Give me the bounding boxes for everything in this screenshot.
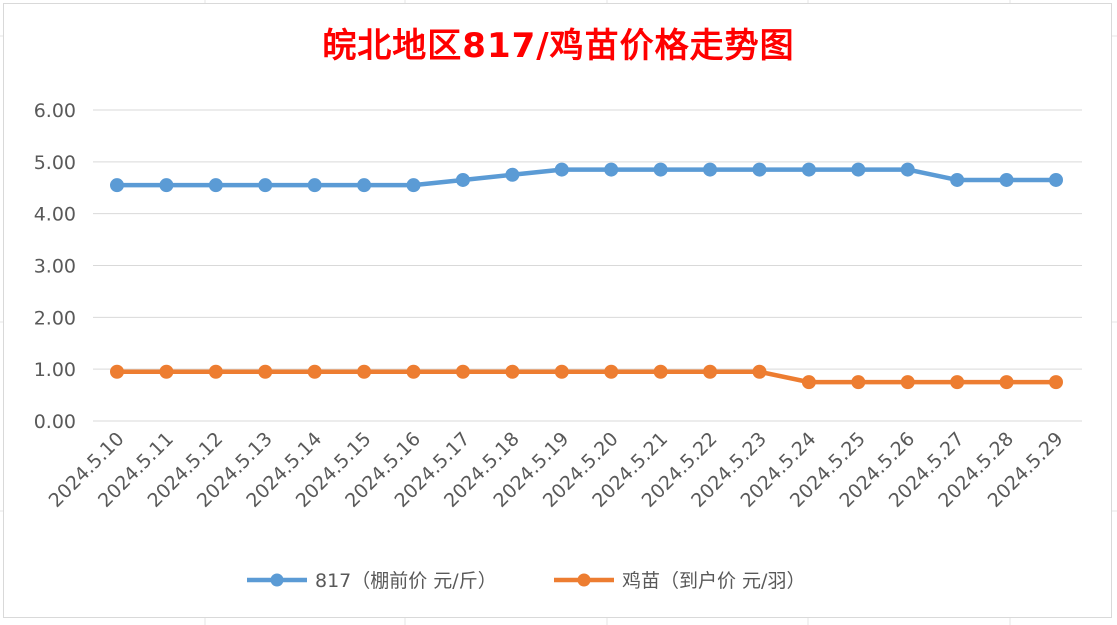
data-point-series-2	[307, 364, 322, 379]
data-point-series-2	[159, 364, 174, 379]
data-point-series-2	[801, 375, 816, 390]
data-point-series-1	[900, 162, 915, 177]
y-axis: 0.00 1.00 2.00 3.00 4.00 5.00 6.00	[34, 100, 76, 433]
data-point-series-1	[801, 162, 816, 177]
data-point-series-2	[604, 364, 619, 379]
legend: 817（棚前价 元/斤） 鸡苗（到户价 元/羽）	[247, 570, 805, 592]
data-point-series-1	[653, 162, 668, 177]
data-point-series-2	[455, 364, 470, 379]
data-point-series-1	[455, 172, 470, 187]
data-point-series-1	[999, 172, 1014, 187]
legend-marker-1	[270, 573, 284, 587]
data-point-series-1	[1049, 172, 1063, 187]
data-point-series-1	[258, 178, 273, 193]
series-layer	[110, 162, 1063, 390]
series-line-1	[114, 167, 1059, 188]
data-point-series-1	[703, 162, 718, 177]
y-tick-label: 0.00	[34, 411, 76, 433]
data-point-series-2	[357, 364, 372, 379]
data-point-series-1	[554, 162, 569, 177]
data-point-series-1	[505, 167, 520, 182]
y-tick-label: 4.00	[34, 204, 76, 226]
data-point-series-2	[950, 375, 965, 390]
data-point-series-2	[505, 364, 520, 379]
data-point-series-1	[604, 162, 619, 177]
y-tick-label: 6.00	[34, 100, 76, 122]
data-point-series-1	[110, 178, 124, 193]
chart-title: 皖北地区817/鸡苗价格走势图	[322, 26, 795, 66]
gridlines	[93, 109, 1082, 422]
data-point-series-2	[406, 364, 421, 379]
data-point-series-2	[703, 364, 718, 379]
series-line-2	[114, 369, 1059, 385]
data-point-series-2	[851, 375, 866, 390]
legend-label-2: 鸡苗（到户价 元/羽）	[622, 570, 805, 592]
data-point-series-2	[554, 364, 569, 379]
data-point-series-1	[159, 178, 174, 193]
data-point-series-1	[950, 172, 965, 187]
y-tick-label: 3.00	[34, 256, 76, 278]
y-tick-label: 5.00	[34, 152, 76, 174]
data-point-series-1	[406, 178, 421, 193]
data-point-series-2	[208, 364, 223, 379]
data-point-series-2	[999, 375, 1014, 390]
data-point-series-2	[752, 364, 767, 379]
data-point-series-1	[752, 162, 767, 177]
data-point-series-2	[653, 364, 668, 379]
data-point-series-1	[307, 178, 322, 193]
data-point-series-1	[357, 178, 372, 193]
y-tick-label: 1.00	[34, 359, 76, 381]
data-point-series-1	[851, 162, 866, 177]
data-point-series-1	[208, 178, 223, 193]
data-point-series-2	[258, 364, 273, 379]
legend-marker-2	[577, 573, 591, 587]
y-tick-label: 2.00	[34, 307, 76, 329]
data-point-series-2	[1049, 375, 1063, 390]
x-axis: 2024.5.102024.5.112024.5.122024.5.132024…	[45, 428, 1068, 512]
chart-area[interactable]	[3, 3, 1112, 618]
data-point-series-2	[900, 375, 915, 390]
data-point-series-2	[110, 364, 124, 379]
legend-label-1: 817（棚前价 元/斤）	[315, 570, 497, 592]
